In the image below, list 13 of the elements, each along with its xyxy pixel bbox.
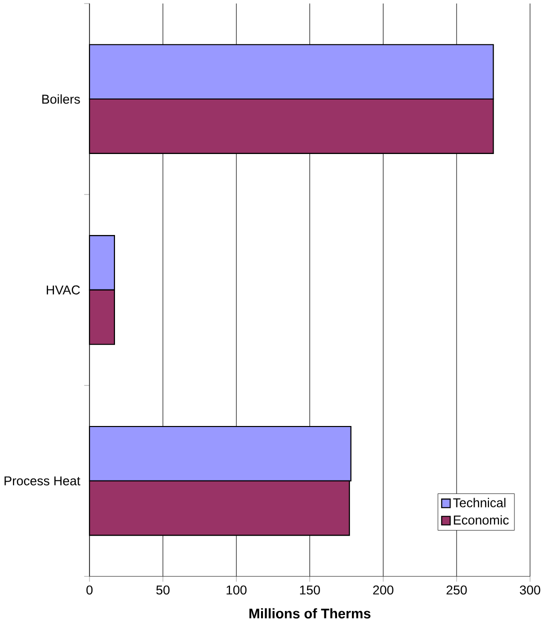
legend-label: Technical <box>453 498 506 508</box>
x-tick-label: 150 <box>300 585 320 595</box>
y-tick-label: HVAC <box>46 285 80 294</box>
x-tick-label: 300 <box>520 585 540 595</box>
y-tick-label: Boilers <box>42 94 80 104</box>
legend-label: Economic <box>454 515 509 525</box>
x-axis-title: Millions of Therms <box>249 608 370 618</box>
x-tick-label: 0 <box>86 585 92 595</box>
y-tick-label: Process Heat <box>4 476 80 486</box>
x-tick-label: 250 <box>446 585 467 595</box>
x-tick-label: 100 <box>226 585 246 595</box>
x-tick-label: 200 <box>373 585 394 595</box>
x-tick-label: 50 <box>156 585 170 595</box>
